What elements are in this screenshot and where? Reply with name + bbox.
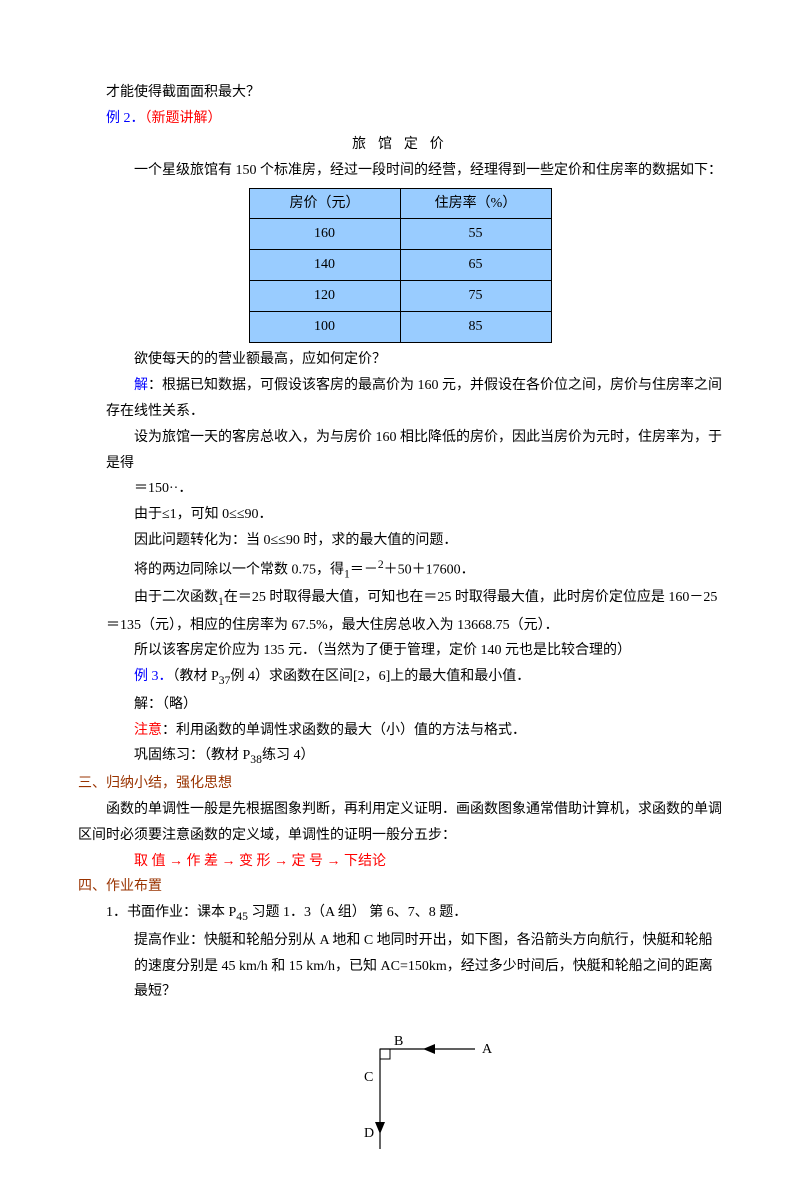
hw1-sub: 45 — [236, 910, 248, 923]
paragraph-question: 欲使每天的的营业额最高，应如何定价？ — [78, 347, 722, 373]
s6-b: ＝－ — [350, 563, 378, 578]
right-angle-icon — [380, 1049, 390, 1059]
speedboat-diagram: A B C D — [300, 1029, 500, 1159]
s6-c: ＋50＋17600． — [384, 563, 475, 578]
hw1-b: 习题 1．3（A 组） 第 6、7、8 题． — [248, 905, 467, 920]
arrowhead-left-icon — [423, 1044, 435, 1054]
solution-line-8: 所以该客房定价应为 135 元．（当然为了便于管理，定价 140 元也是比较合理… — [78, 638, 722, 664]
homework-block: 1．书面作业：课本 P45 习题 1．3（A 组） 第 6、7、8 题． 提高作… — [78, 900, 722, 1005]
solution-text-1: ：根据已知数据，可假设该客房的最高价为 160 元，并假设在各价位之间，房价与住… — [106, 378, 722, 419]
table-cell: 160 — [249, 219, 400, 250]
example-2-heading: 例 2．（新题讲解） — [78, 106, 722, 132]
note-label: 注意 — [134, 723, 162, 738]
table-cell: 120 — [249, 281, 400, 312]
table-cell: 100 — [249, 312, 400, 343]
section-3-paragraph: 函数的单调性一般是先根据图象判断，再利用定义证明．画函数图象通常借助计算机，求函… — [78, 797, 722, 849]
price-occupancy-table: 房价（元） 住房率（%） 160 55 140 65 120 75 100 85 — [249, 188, 552, 343]
solve-label: 解 — [134, 378, 148, 393]
table-cell: 85 — [400, 312, 551, 343]
example-3-text-a: （教材 P — [173, 669, 219, 684]
arrow-icon: → — [222, 854, 236, 869]
step-1: 取 值 — [134, 854, 166, 869]
practice-b: 练习 4） — [262, 748, 315, 763]
practice-line: 巩固练习：（教材 P38练习 4） — [78, 743, 722, 770]
step-4: 定 号 — [292, 854, 324, 869]
solution-line-5: 因此问题转化为：当 0≤≤90 时，求的最大值的问题． — [78, 528, 722, 554]
table-cell: 140 — [249, 250, 400, 281]
diagram-container: A B C D — [78, 1029, 722, 1159]
step-2: 作 差 — [187, 854, 219, 869]
practice-a: 巩固练习：（教材 P — [134, 748, 250, 763]
section-4-heading: 四、作业布置 — [78, 874, 722, 900]
step-3: 变 形 — [239, 854, 271, 869]
table-header-price: 房价（元） — [249, 188, 400, 219]
solution-line-4: 由于≤1，可知 0≤≤90． — [78, 502, 722, 528]
s6-a: 将的两边同除以一个常数 0.75，得 — [134, 563, 344, 578]
homework-1: 1．书面作业：课本 P45 习题 1．3（A 组） 第 6、7、8 题． — [106, 900, 722, 927]
example-2-note: （新题讲解） — [145, 111, 222, 126]
example-3-line: 例 3．（教材 P37例 4）求函数在区间[2，6]上的最大值和最小值． — [78, 664, 722, 691]
arrow-icon: → — [169, 854, 183, 869]
practice-sub: 38 — [250, 753, 262, 766]
table-row: 100 85 — [249, 312, 551, 343]
hw1-a: 1．书面作业：课本 P — [106, 905, 236, 920]
example-3-text-b: 例 4）求函数在区间[2，6]上的最大值和最小值． — [230, 669, 530, 684]
example-3-sub: 37 — [219, 674, 231, 687]
step-5: 下结论 — [344, 854, 386, 869]
s7-a: 由于二次函数 — [134, 590, 218, 605]
label-a: A — [482, 1042, 493, 1057]
solution-line-2: 设为旅馆一天的客房总收入，为与房价 160 相比降低的房价，因此当房价为元时，住… — [78, 425, 722, 477]
line-continuation: 才能使得截面面积最大？ — [78, 80, 722, 106]
section-3-heading: 三、归纳小结，强化思想 — [78, 771, 722, 797]
arrow-icon: → — [274, 854, 288, 869]
table-cell: 55 — [400, 219, 551, 250]
steps-line: 取 值 → 作 差 → 变 形 → 定 号 → 下结论 — [78, 849, 722, 875]
arrow-icon: → — [327, 854, 341, 869]
solution-line-6: 将的两边同除以一个常数 0.75，得1＝－2＋50＋17600． — [78, 554, 722, 585]
solution-omitted: 解：（略） — [78, 692, 722, 718]
example-2-label: 例 2． — [106, 111, 145, 126]
table-cell: 75 — [400, 281, 551, 312]
homework-2: 提高作业：快艇和轮船分别从 A 地和 C 地同时开出，如下图，各沿箭头方向航行，… — [106, 928, 722, 1006]
solution-line-3: ＝150··． — [78, 476, 722, 502]
table-row: 120 75 — [249, 281, 551, 312]
page-root: 才能使得截面面积最大？ 例 2．（新题讲解） 旅 馆 定 价 一个星级旅馆有 1… — [0, 0, 800, 1199]
arrowhead-down-icon — [375, 1122, 385, 1134]
table-row: 140 65 — [249, 250, 551, 281]
table-row: 160 55 — [249, 219, 551, 250]
example-3-label: 例 3． — [134, 669, 173, 684]
note-text: ：利用函数的单调性求函数的最大（小）值的方法与格式． — [162, 723, 526, 738]
paragraph-intro: 一个星级旅馆有 150 个标准房，经过一段时间的经营，经理得到一些定价和住房率的… — [78, 158, 722, 184]
label-c: C — [364, 1070, 373, 1085]
label-b: B — [394, 1034, 403, 1049]
label-d: D — [364, 1126, 374, 1141]
hotel-title: 旅 馆 定 价 — [78, 132, 722, 158]
solution-line-7: 由于二次函数1在＝25 时取得最大值，可知也在＝25 时取得最大值，此时房价定位… — [78, 585, 722, 638]
table-cell: 65 — [400, 250, 551, 281]
note-line: 注意：利用函数的单调性求函数的最大（小）值的方法与格式． — [78, 718, 722, 744]
table-header-row: 房价（元） 住房率（%） — [249, 188, 551, 219]
solution-line-1: 解：根据已知数据，可假设该客房的最高价为 160 元，并假设在各价位之间，房价与… — [78, 373, 722, 425]
table-header-occupancy: 住房率（%） — [400, 188, 551, 219]
